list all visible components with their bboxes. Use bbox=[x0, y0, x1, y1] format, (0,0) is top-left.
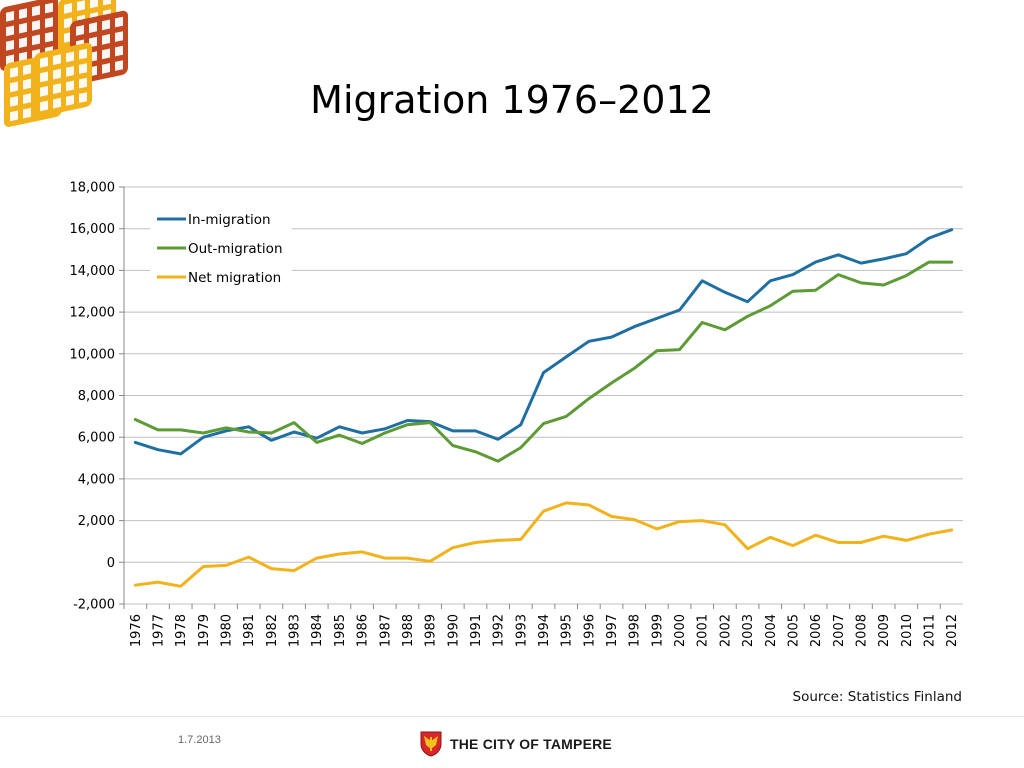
footer-date: 1.7.2013 bbox=[178, 734, 221, 746]
x-tick-label: 2010 bbox=[900, 614, 915, 647]
x-tick-label: 2002 bbox=[718, 614, 733, 647]
tampere-coat-of-arms-icon bbox=[420, 731, 442, 757]
y-tick-label: 0 bbox=[107, 556, 115, 571]
chart-axes: -2,000 0 2,000 4,000 6,000 8,000 10,000 12,000 1… bbox=[70, 181, 961, 648]
x-tick-label: 2006 bbox=[809, 614, 824, 647]
logo-tile bbox=[34, 42, 92, 117]
legend-label: Net migration bbox=[188, 270, 281, 286]
x-tick-label: 1982 bbox=[265, 614, 280, 647]
x-tick-label: 1995 bbox=[560, 614, 575, 647]
net-migration-line bbox=[133, 501, 954, 588]
x-tick-label: 1985 bbox=[333, 614, 348, 647]
footer-organization: THE CITY OF TAMPERE bbox=[420, 731, 612, 757]
y-tick-label: -2,000 bbox=[73, 598, 115, 613]
y-tick-label: 18,000 bbox=[70, 181, 116, 196]
x-tick-label: 2012 bbox=[945, 614, 960, 647]
legend-label: Out-migration bbox=[188, 241, 283, 257]
x-tick-label: 1992 bbox=[492, 614, 507, 647]
page-title: Migration 1976–2012 bbox=[310, 78, 714, 122]
woven-grid-logo bbox=[0, 0, 128, 127]
x-tick-label: 2011 bbox=[922, 614, 937, 647]
x-tick-label: 1996 bbox=[582, 614, 597, 647]
x-tick-label: 2003 bbox=[741, 614, 756, 647]
x-tick-label: 2007 bbox=[832, 614, 847, 647]
x-tick-label: 1999 bbox=[650, 614, 665, 647]
chart-legend: In-migration Out-migration Net migration bbox=[150, 206, 292, 296]
y-tick-label: 8,000 bbox=[78, 389, 115, 404]
y-tick-label: 6,000 bbox=[78, 431, 115, 446]
organization-name: THE CITY OF TAMPERE bbox=[450, 736, 612, 752]
x-tick-label: 1987 bbox=[378, 614, 393, 647]
x-tick-label: 1977 bbox=[152, 614, 167, 647]
logo-tile bbox=[0, 0, 58, 71]
chart-series bbox=[133, 228, 954, 588]
x-tick-label: 1984 bbox=[310, 614, 325, 647]
source-note: Source: Statistics Finland bbox=[792, 689, 962, 705]
out-migration-line bbox=[133, 260, 954, 463]
x-tick-label: 2000 bbox=[673, 614, 688, 647]
x-tick-label: 1981 bbox=[242, 614, 257, 647]
x-tick-label: 1991 bbox=[469, 614, 484, 647]
x-tick-label: 1978 bbox=[174, 614, 189, 647]
y-tick-label: 16,000 bbox=[70, 222, 116, 237]
legend-background bbox=[150, 206, 292, 296]
x-tick-label: 1976 bbox=[129, 614, 144, 647]
x-tick-label: 1998 bbox=[628, 614, 643, 647]
x-tick-label: 1983 bbox=[288, 614, 303, 647]
y-tick-label: 14,000 bbox=[70, 264, 116, 279]
footer-divider bbox=[0, 716, 1024, 717]
migration-line-chart: -2,000 0 2,000 4,000 6,000 8,000 10,000 12,000 1… bbox=[70, 181, 963, 648]
x-tick-label: 1988 bbox=[401, 614, 416, 647]
y-tick-label: 2,000 bbox=[78, 514, 115, 529]
y-tick-label: 4,000 bbox=[78, 472, 115, 487]
x-tick-label: 1997 bbox=[605, 614, 620, 647]
x-tick-label: 1990 bbox=[446, 614, 461, 647]
x-tick-label: 2005 bbox=[786, 614, 801, 647]
x-tick-label: 2008 bbox=[854, 614, 869, 647]
y-tick-label: 10,000 bbox=[70, 347, 116, 362]
x-tick-label: 2009 bbox=[877, 614, 892, 647]
x-tick-label: 1989 bbox=[424, 614, 439, 647]
x-tick-label: 1994 bbox=[537, 614, 552, 647]
x-tick-label: 2004 bbox=[764, 614, 779, 647]
y-tick-label: 12,000 bbox=[70, 306, 116, 321]
x-tick-label: 1993 bbox=[514, 614, 529, 647]
legend-label: In-migration bbox=[188, 212, 271, 228]
x-tick-label: 1979 bbox=[197, 614, 212, 647]
x-tick-label: 1980 bbox=[220, 614, 235, 647]
in-migration-line bbox=[133, 228, 954, 456]
x-tick-label: 1986 bbox=[356, 614, 371, 647]
x-tick-label: 2001 bbox=[696, 614, 711, 647]
